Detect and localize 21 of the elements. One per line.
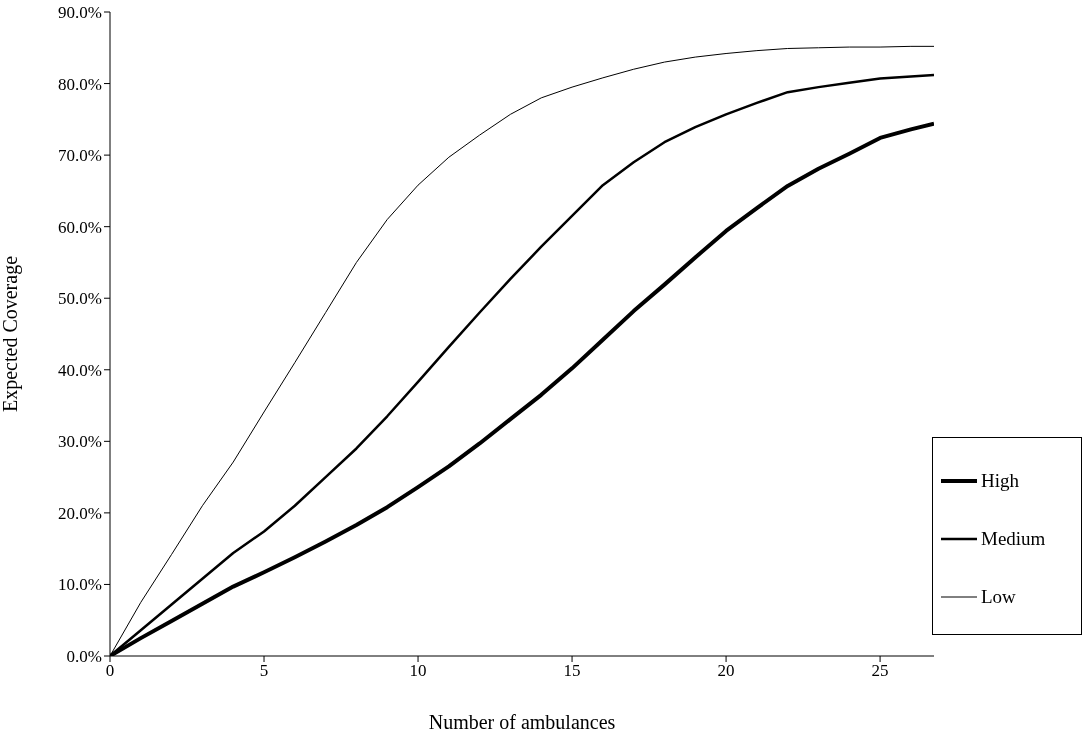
legend-label: High (981, 470, 1019, 492)
x-axis-title: Number of ambulances (428, 711, 616, 733)
legend-label: Low (981, 586, 1016, 608)
y-tick-label: 50.0% (58, 289, 102, 309)
y-tick-label: 40.0% (58, 360, 102, 380)
x-tick-label: 10 (409, 661, 427, 681)
x-tick-label: 0 (105, 661, 115, 681)
y-tick-label: 90.0% (58, 3, 102, 23)
x-tick-label: 15 (563, 661, 581, 681)
y-tick-label: 80.0% (58, 74, 102, 94)
x-tick-label: 25 (871, 661, 889, 681)
y-tick-label: 60.0% (58, 217, 102, 237)
x-tick-label: 5 (259, 661, 269, 681)
y-tick-label: 20.0% (58, 503, 102, 523)
y-tick-label: 30.0% (58, 432, 102, 452)
legend-label: Medium (981, 528, 1046, 550)
y-tick-label: 10.0% (58, 575, 102, 595)
y-axis-title: Expected Coverage (0, 255, 23, 413)
x-tick-label: 20 (717, 661, 735, 681)
y-tick-label: 70.0% (58, 146, 102, 166)
y-tick-label: 0.0% (66, 647, 102, 667)
